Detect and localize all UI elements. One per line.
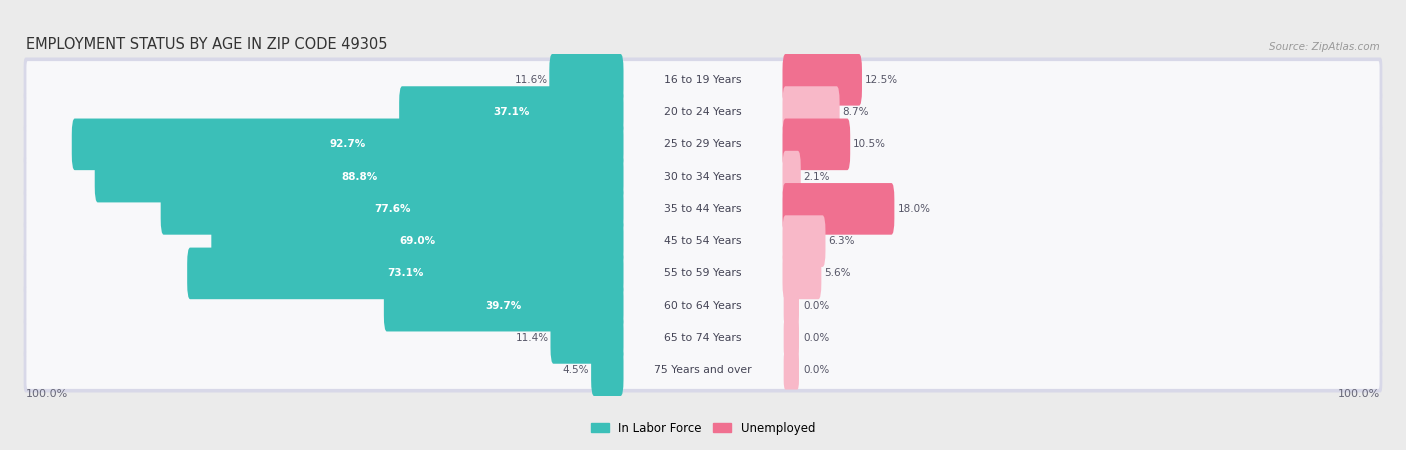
Text: 35 to 44 Years: 35 to 44 Years xyxy=(664,204,742,214)
FancyBboxPatch shape xyxy=(783,54,862,106)
FancyBboxPatch shape xyxy=(27,126,1379,163)
Text: 2.1%: 2.1% xyxy=(804,171,830,182)
FancyBboxPatch shape xyxy=(783,86,839,138)
Text: 75 Years and over: 75 Years and over xyxy=(654,365,752,375)
FancyBboxPatch shape xyxy=(211,215,623,267)
Text: 45 to 54 Years: 45 to 54 Years xyxy=(664,236,742,246)
FancyBboxPatch shape xyxy=(24,316,1382,360)
Text: 18.0%: 18.0% xyxy=(897,204,931,214)
FancyBboxPatch shape xyxy=(783,319,799,357)
Text: 60 to 64 Years: 60 to 64 Years xyxy=(664,301,742,310)
FancyBboxPatch shape xyxy=(783,151,801,202)
FancyBboxPatch shape xyxy=(591,344,623,396)
FancyBboxPatch shape xyxy=(24,58,1382,101)
Text: 5.6%: 5.6% xyxy=(824,268,851,279)
Text: 4.5%: 4.5% xyxy=(562,365,589,375)
FancyBboxPatch shape xyxy=(94,151,623,202)
Text: 11.4%: 11.4% xyxy=(516,333,548,343)
Text: 25 to 29 Years: 25 to 29 Years xyxy=(664,140,742,149)
Text: 6.3%: 6.3% xyxy=(828,236,855,246)
Text: 100.0%: 100.0% xyxy=(25,389,67,400)
Text: 0.0%: 0.0% xyxy=(803,301,830,310)
Text: EMPLOYMENT STATUS BY AGE IN ZIP CODE 49305: EMPLOYMENT STATUS BY AGE IN ZIP CODE 493… xyxy=(25,37,387,52)
FancyBboxPatch shape xyxy=(24,284,1382,327)
FancyBboxPatch shape xyxy=(783,215,825,267)
Text: Source: ZipAtlas.com: Source: ZipAtlas.com xyxy=(1270,42,1381,52)
FancyBboxPatch shape xyxy=(27,93,1379,131)
FancyBboxPatch shape xyxy=(160,183,623,235)
FancyBboxPatch shape xyxy=(27,319,1379,357)
Text: 65 to 74 Years: 65 to 74 Years xyxy=(664,333,742,343)
Text: 0.0%: 0.0% xyxy=(803,365,830,375)
Text: 88.8%: 88.8% xyxy=(342,171,377,182)
Text: 39.7%: 39.7% xyxy=(485,301,522,310)
Text: 77.6%: 77.6% xyxy=(374,204,411,214)
FancyBboxPatch shape xyxy=(783,183,894,235)
FancyBboxPatch shape xyxy=(550,54,623,106)
Text: 37.1%: 37.1% xyxy=(494,107,530,117)
Text: 12.5%: 12.5% xyxy=(865,75,898,85)
FancyBboxPatch shape xyxy=(27,351,1379,389)
Text: 30 to 34 Years: 30 to 34 Years xyxy=(664,171,742,182)
Text: 92.7%: 92.7% xyxy=(329,140,366,149)
Text: 0.0%: 0.0% xyxy=(803,333,830,343)
FancyBboxPatch shape xyxy=(783,248,821,299)
FancyBboxPatch shape xyxy=(24,252,1382,295)
FancyBboxPatch shape xyxy=(783,286,799,325)
FancyBboxPatch shape xyxy=(27,61,1379,99)
FancyBboxPatch shape xyxy=(24,90,1382,134)
Text: 11.6%: 11.6% xyxy=(515,75,547,85)
FancyBboxPatch shape xyxy=(551,312,623,364)
Text: 8.7%: 8.7% xyxy=(842,107,869,117)
Text: 10.5%: 10.5% xyxy=(853,140,886,149)
FancyBboxPatch shape xyxy=(187,248,623,299)
FancyBboxPatch shape xyxy=(783,118,851,170)
FancyBboxPatch shape xyxy=(72,118,623,170)
FancyBboxPatch shape xyxy=(24,349,1382,392)
Text: 55 to 59 Years: 55 to 59 Years xyxy=(664,268,742,279)
FancyBboxPatch shape xyxy=(27,158,1379,195)
FancyBboxPatch shape xyxy=(27,190,1379,228)
FancyBboxPatch shape xyxy=(399,86,623,138)
FancyBboxPatch shape xyxy=(24,187,1382,230)
Text: 73.1%: 73.1% xyxy=(387,268,423,279)
FancyBboxPatch shape xyxy=(384,280,623,332)
Legend: In Labor Force, Unemployed: In Labor Force, Unemployed xyxy=(591,422,815,435)
FancyBboxPatch shape xyxy=(27,287,1379,324)
FancyBboxPatch shape xyxy=(27,255,1379,292)
Text: 16 to 19 Years: 16 to 19 Years xyxy=(664,75,742,85)
FancyBboxPatch shape xyxy=(783,351,799,390)
Text: 100.0%: 100.0% xyxy=(1339,389,1381,400)
Text: 20 to 24 Years: 20 to 24 Years xyxy=(664,107,742,117)
FancyBboxPatch shape xyxy=(24,123,1382,166)
FancyBboxPatch shape xyxy=(24,155,1382,198)
Text: 69.0%: 69.0% xyxy=(399,236,436,246)
FancyBboxPatch shape xyxy=(24,220,1382,263)
FancyBboxPatch shape xyxy=(27,222,1379,260)
